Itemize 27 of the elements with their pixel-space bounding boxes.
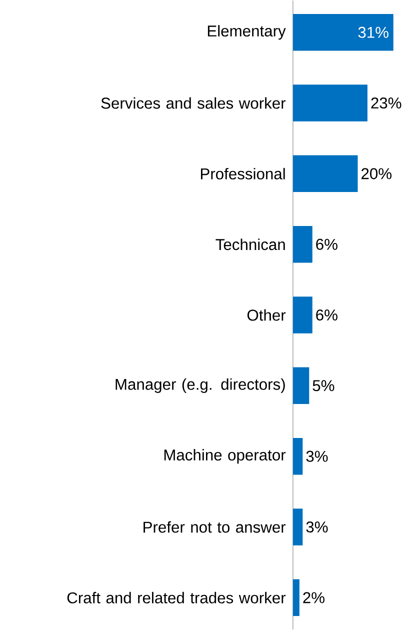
bar [293,84,368,122]
data-label: 6% [316,309,338,321]
data-label: 20% [362,168,392,180]
data-label: 3% [306,450,328,462]
y-tick-label: Machine operator [164,449,286,464]
bar [293,438,303,475]
y-tick-label: Craft and related trades worker [68,592,286,604]
y-tick-label: Technican [216,238,286,250]
bar [293,226,313,263]
data-label: 31% [358,26,389,38]
y-tick-label: Professional [201,168,286,180]
data-label: 3% [306,521,328,533]
y-tick-label: Prefer not to answer [144,521,286,533]
data-label: 5% [313,380,334,392]
y-tick-label: Elementary [208,25,286,40]
bar [293,296,313,334]
bar [293,367,310,404]
y-tick-label: Other [248,309,286,321]
bar [293,579,300,616]
y-tick-label: Services and sales worker [101,97,286,109]
data-label: 23% [371,97,402,109]
bar [293,14,394,51]
data-label: 2% [303,592,325,604]
bar [293,155,358,192]
y-tick-label: Manager (e.g. directors) [116,378,286,393]
bar [293,508,303,546]
data-label: 6% [316,238,338,250]
